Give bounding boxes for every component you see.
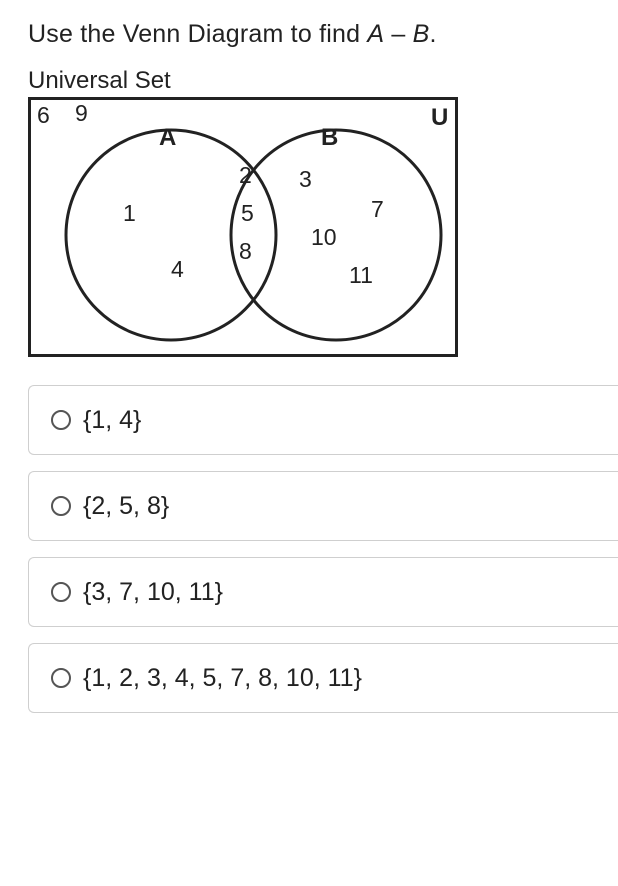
option-1[interactable]: {1, 4} bbox=[28, 385, 618, 455]
num-1: 1 bbox=[123, 200, 136, 227]
question-container: Use the Venn Diagram to find A – B. Univ… bbox=[0, 0, 618, 733]
options-list: {1, 4} {2, 5, 8} {3, 7, 10, 11} {1, 2, 3… bbox=[28, 385, 618, 713]
num-8: 8 bbox=[239, 238, 252, 265]
venn-figure: Universal Set A B U 6 9 1 4 2 5 8 3 7 10 bbox=[28, 67, 618, 357]
label-u: U bbox=[431, 104, 448, 132]
num-7: 7 bbox=[371, 196, 384, 223]
question-set-b: B bbox=[413, 20, 430, 48]
option-2[interactable]: {2, 5, 8} bbox=[28, 471, 618, 541]
radio-icon bbox=[51, 668, 71, 688]
venn-svg bbox=[31, 100, 461, 360]
radio-icon bbox=[51, 582, 71, 602]
num-5: 5 bbox=[241, 200, 254, 227]
figure-caption: Universal Set bbox=[28, 67, 618, 95]
question-set-a: A bbox=[367, 20, 384, 48]
option-label: {1, 2, 3, 4, 5, 7, 8, 10, 11} bbox=[83, 664, 362, 693]
venn-box: A B U 6 9 1 4 2 5 8 3 7 10 11 bbox=[28, 97, 458, 357]
num-4: 4 bbox=[171, 256, 184, 283]
num-9: 9 bbox=[75, 100, 88, 127]
question-suffix: . bbox=[429, 20, 436, 48]
label-a: A bbox=[159, 124, 176, 152]
question-minus: – bbox=[384, 20, 412, 48]
question-text: Use the Venn Diagram to find A – B. bbox=[28, 20, 618, 49]
radio-icon bbox=[51, 496, 71, 516]
num-6: 6 bbox=[37, 102, 50, 129]
num-10: 10 bbox=[311, 224, 337, 251]
option-label: {3, 7, 10, 11} bbox=[83, 578, 223, 607]
option-label: {1, 4} bbox=[83, 406, 141, 435]
num-11: 11 bbox=[349, 262, 373, 289]
option-4[interactable]: {1, 2, 3, 4, 5, 7, 8, 10, 11} bbox=[28, 643, 618, 713]
label-b: B bbox=[321, 124, 338, 152]
question-prefix: Use the Venn Diagram to find bbox=[28, 20, 367, 48]
num-2: 2 bbox=[239, 162, 252, 189]
num-3: 3 bbox=[299, 166, 312, 193]
option-3[interactable]: {3, 7, 10, 11} bbox=[28, 557, 618, 627]
option-label: {2, 5, 8} bbox=[83, 492, 169, 521]
radio-icon bbox=[51, 410, 71, 430]
